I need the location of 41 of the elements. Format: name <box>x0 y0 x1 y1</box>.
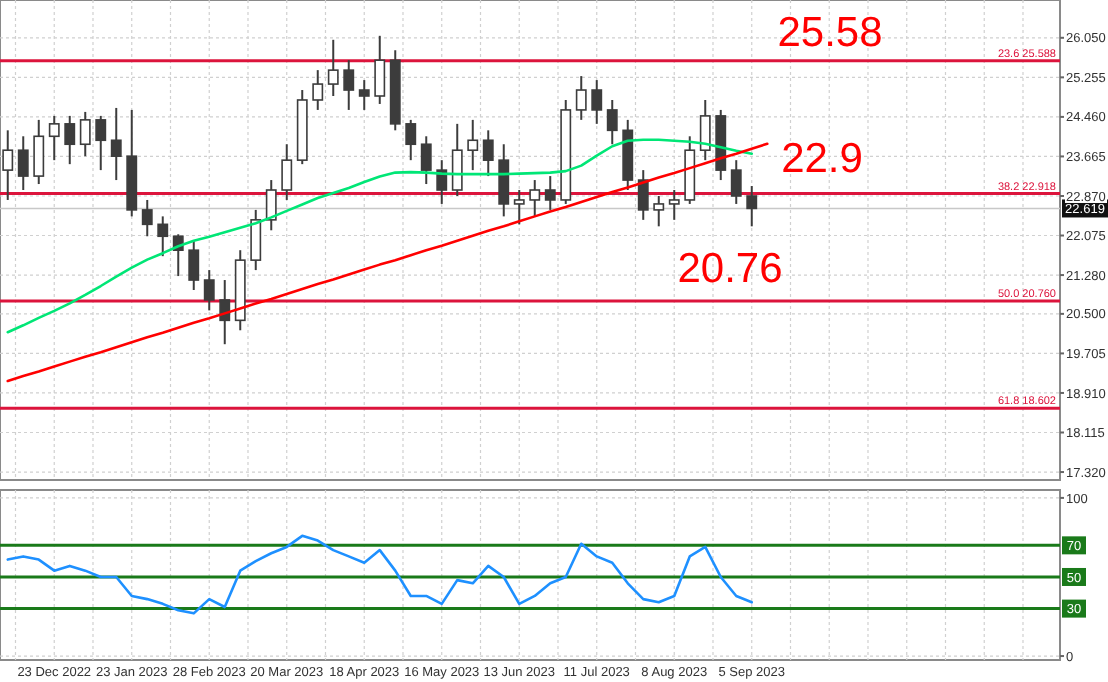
candlestick <box>17 135 29 192</box>
candlestick <box>48 114 60 162</box>
candlestick <box>79 110 91 158</box>
candlestick <box>653 194 665 228</box>
candlestick <box>575 75 587 121</box>
candlestick <box>157 215 169 258</box>
candlestick <box>451 122 463 197</box>
candlestick <box>746 185 758 228</box>
candlestick <box>498 143 510 218</box>
candlestick <box>405 118 417 162</box>
candlestick <box>203 269 215 312</box>
candlestick <box>730 159 742 205</box>
candlestick <box>64 114 76 166</box>
candlestick <box>281 143 293 201</box>
candlestick <box>374 34 386 105</box>
candlestick <box>312 69 324 111</box>
candlestick <box>358 79 370 111</box>
candlestick <box>513 189 525 226</box>
candlestick <box>591 79 603 125</box>
candlestick <box>668 189 680 221</box>
candlestick <box>343 59 355 111</box>
candlestick <box>327 38 339 97</box>
candlestick <box>467 118 479 172</box>
candlestick <box>420 135 432 186</box>
candlestick <box>188 239 200 291</box>
candlestick <box>529 179 541 218</box>
candlestick <box>606 98 618 146</box>
candlestick <box>637 169 649 221</box>
candlestick <box>95 114 107 172</box>
candlestick <box>110 106 122 182</box>
line-series <box>6 534 754 615</box>
candlestick <box>482 129 494 178</box>
annotation: 25.58 <box>777 10 883 56</box>
candlestick <box>141 198 153 238</box>
candlestick <box>250 208 262 272</box>
candlestick <box>265 179 277 232</box>
candlestick <box>544 175 556 211</box>
annotation: 22.9 <box>781 136 863 182</box>
candlestick <box>699 98 711 162</box>
candlestick <box>33 118 45 186</box>
annotation: 20.76 <box>677 246 783 292</box>
